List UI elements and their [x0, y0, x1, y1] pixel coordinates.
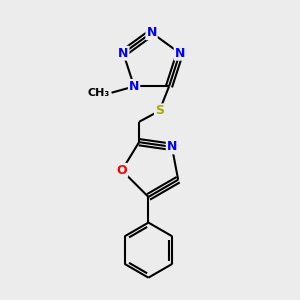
Text: CH₃: CH₃: [88, 88, 110, 98]
Text: N: N: [167, 140, 177, 153]
Text: O: O: [116, 164, 127, 177]
Text: N: N: [118, 47, 128, 60]
Text: N: N: [146, 26, 157, 39]
Text: N: N: [175, 47, 185, 60]
Text: S: S: [155, 104, 164, 117]
Text: N: N: [129, 80, 139, 93]
